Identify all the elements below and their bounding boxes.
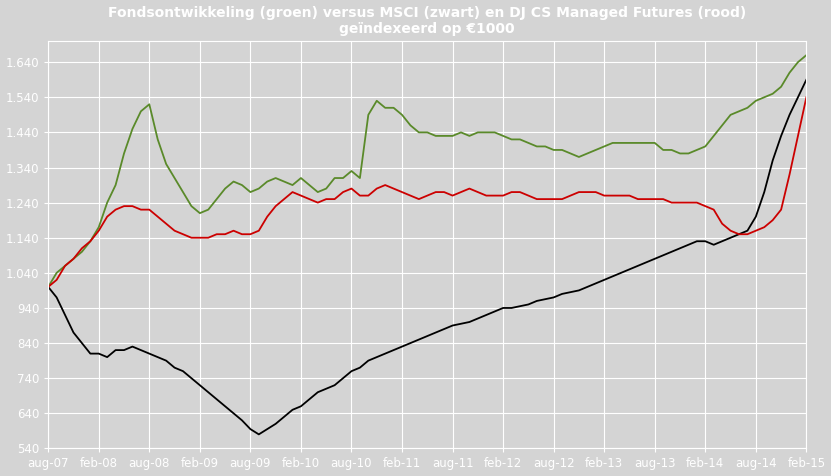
Title: Fondsontwikkeling (groen) versus MSCI (zwart) en DJ CS Managed Futures (rood)
ge: Fondsontwikkeling (groen) versus MSCI (z… (108, 6, 746, 36)
